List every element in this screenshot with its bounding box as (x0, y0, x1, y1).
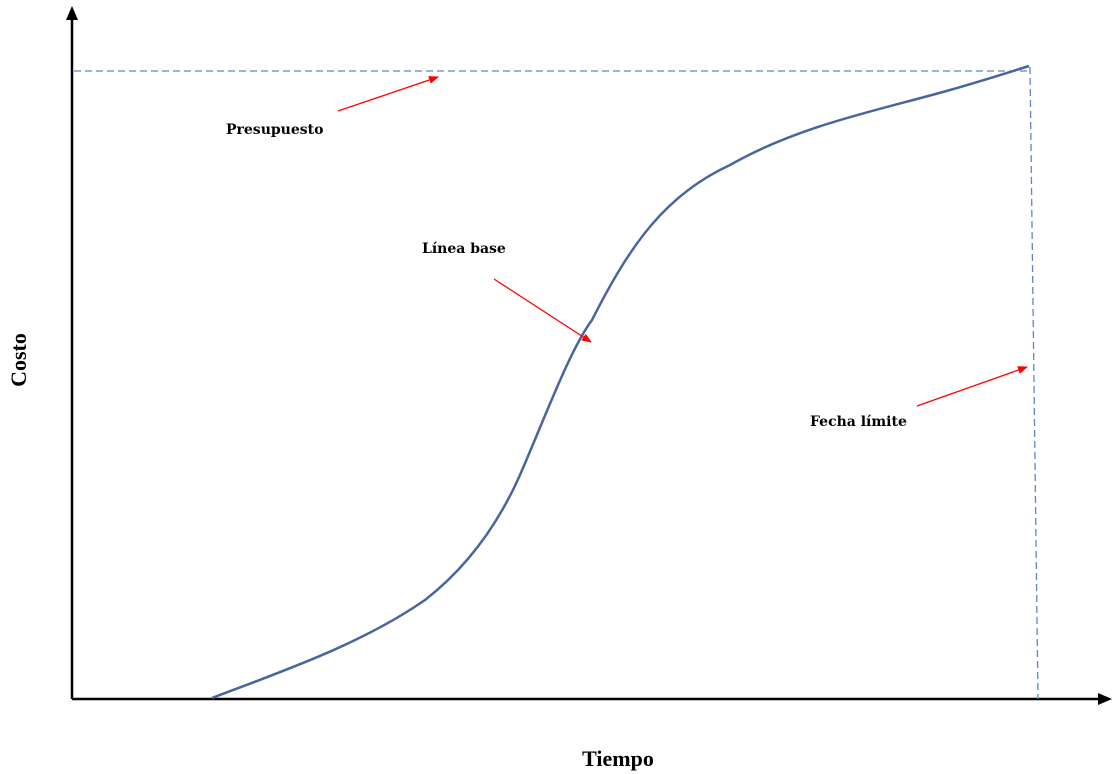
deadline-guide-line (1029, 66, 1039, 700)
x-axis-arrowhead (1098, 693, 1112, 705)
deadline-label: Fecha límite (810, 414, 907, 430)
budget-arrow (337, 76, 439, 112)
budget-label: Presupuesto (226, 122, 323, 138)
y-axis-arrowhead (66, 6, 78, 20)
baseline-label: Línea base (422, 241, 506, 257)
y-axis-title: Costo (6, 333, 31, 387)
x-axis-title: Tiempo (582, 746, 654, 771)
baseline-curve (211, 64, 1030, 700)
deadline-arrow (916, 366, 1028, 407)
baseline-arrow (493, 278, 592, 343)
